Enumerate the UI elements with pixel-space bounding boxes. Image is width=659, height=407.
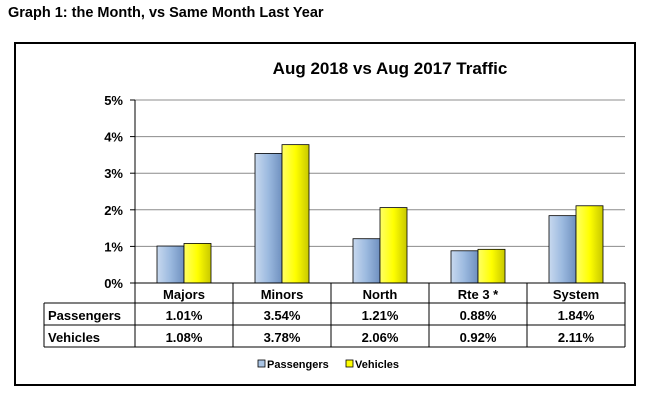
y-tick-label: 1% <box>104 239 123 254</box>
legend-label: Vehicles <box>355 359 399 371</box>
bar-passengers <box>548 215 577 284</box>
table-row-label: Vehicles <box>48 330 100 345</box>
legend-label: Passengers <box>267 359 329 371</box>
data-label: 2.11% <box>558 330 595 345</box>
data-label: 1.21% <box>362 308 399 323</box>
bar-vehicles <box>281 144 310 284</box>
data-label: 1.08% <box>166 330 203 345</box>
legend-swatch <box>257 359 266 368</box>
bar-passengers <box>450 250 479 284</box>
category-label: Minors <box>261 287 304 302</box>
data-label: 3.78% <box>264 330 301 345</box>
data-label: 3.54% <box>264 308 301 323</box>
chart-title: Aug 2018 vs Aug 2017 Traffic <box>273 59 508 78</box>
data-label: 0.92% <box>460 330 497 345</box>
y-tick-label: 3% <box>104 166 123 181</box>
bar-passengers <box>254 153 283 284</box>
bar-passengers <box>352 238 381 284</box>
category-label: North <box>363 287 398 302</box>
table-row-label: Passengers <box>48 308 121 323</box>
legend-swatch <box>345 359 354 368</box>
bar-vehicles <box>379 207 408 284</box>
graph-caption: Graph 1: the Month, vs Same Month Last Y… <box>8 5 324 21</box>
bar-vehicles <box>183 243 212 284</box>
y-tick-label: 2% <box>104 203 123 218</box>
category-label: System <box>553 287 599 302</box>
bar-vehicles <box>575 205 604 284</box>
category-label: Majors <box>163 287 205 302</box>
y-tick-label: 5% <box>104 93 123 108</box>
data-label: 1.84% <box>558 308 595 323</box>
y-tick-label: 4% <box>104 130 123 145</box>
y-tick-label: 0% <box>104 276 123 291</box>
data-label: 0.88% <box>460 308 497 323</box>
category-label: Rte 3 * <box>458 287 499 302</box>
bar-vehicles <box>477 248 506 284</box>
chart-frame <box>14 42 636 386</box>
bar-passengers <box>156 245 185 284</box>
data-label: 2.06% <box>362 330 399 345</box>
data-label: 1.01% <box>166 308 203 323</box>
